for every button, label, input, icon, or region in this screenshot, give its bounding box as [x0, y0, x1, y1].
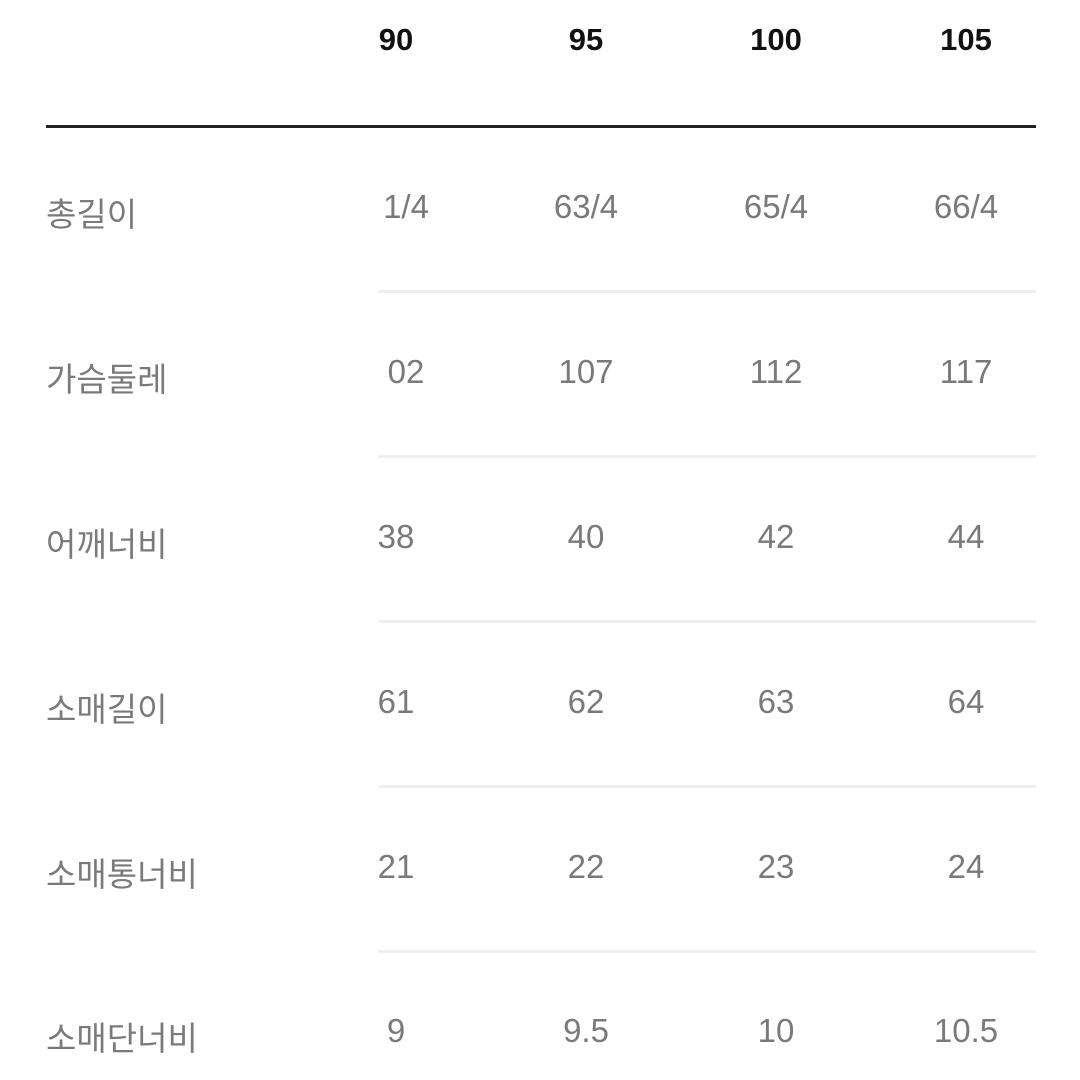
table-cell: 24: [947, 848, 985, 885]
table-row: 어깨너비 38 40 42 44: [0, 508, 1080, 568]
row-divider: [378, 455, 1036, 458]
row-label: 소매단너비: [46, 1020, 198, 1057]
table-row: 가슴둘레 02 107 112 117: [0, 343, 1080, 403]
table-cell: 42: [757, 518, 795, 555]
header-divider: [46, 125, 1036, 128]
row-label: 소매통너비: [46, 856, 198, 893]
table-cell: 61: [377, 683, 415, 720]
row-label: 어깨너비: [46, 526, 168, 563]
table-cell: 40: [567, 518, 605, 555]
table-cell: 107: [558, 353, 614, 390]
row-divider: [378, 290, 1036, 293]
table-row: 소매단너비 9 9.5 10 10.5: [0, 1002, 1080, 1062]
size-header-100: 100: [750, 22, 802, 57]
row-label: 총길이: [46, 196, 138, 233]
table-cell: 112: [749, 353, 803, 390]
table-cell: 63: [757, 683, 795, 720]
table-cell: 63/4: [553, 188, 619, 225]
table-cell: 66/4: [933, 188, 999, 225]
table-cell: 02: [387, 353, 425, 390]
size-header-105: 105: [940, 22, 992, 57]
table-row: 소매길이 61 62 63 64: [0, 673, 1080, 733]
row-label: 가슴둘레: [46, 361, 168, 398]
table-cell: 44: [947, 518, 985, 555]
table-row: 총길이 1/4 63/4 65/4 66/4: [0, 178, 1080, 238]
size-header-95: 95: [568, 22, 604, 57]
table-cell: 9: [386, 1012, 406, 1049]
row-divider: [378, 950, 1036, 953]
table-cell: 117: [939, 353, 993, 390]
table-cell: 65/4: [743, 188, 809, 225]
table-cell: 62: [567, 683, 605, 720]
table-cell: 9.5: [563, 1012, 609, 1049]
table-row: 소매통너비 21 22 23 24: [0, 838, 1080, 898]
row-divider: [378, 785, 1036, 788]
table-cell: 1/4: [383, 188, 429, 225]
table-cell: 64: [947, 683, 985, 720]
size-header-90: 90: [378, 22, 414, 57]
table-cell: 22: [567, 848, 605, 885]
table-cell: 38: [377, 518, 415, 555]
row-label: 소매길이: [46, 691, 168, 728]
table-cell: 10: [757, 1012, 795, 1049]
table-cell: 10.5: [933, 1012, 999, 1049]
row-divider: [378, 620, 1036, 623]
table-cell: 23: [757, 848, 795, 885]
table-cell: 21: [377, 848, 415, 885]
